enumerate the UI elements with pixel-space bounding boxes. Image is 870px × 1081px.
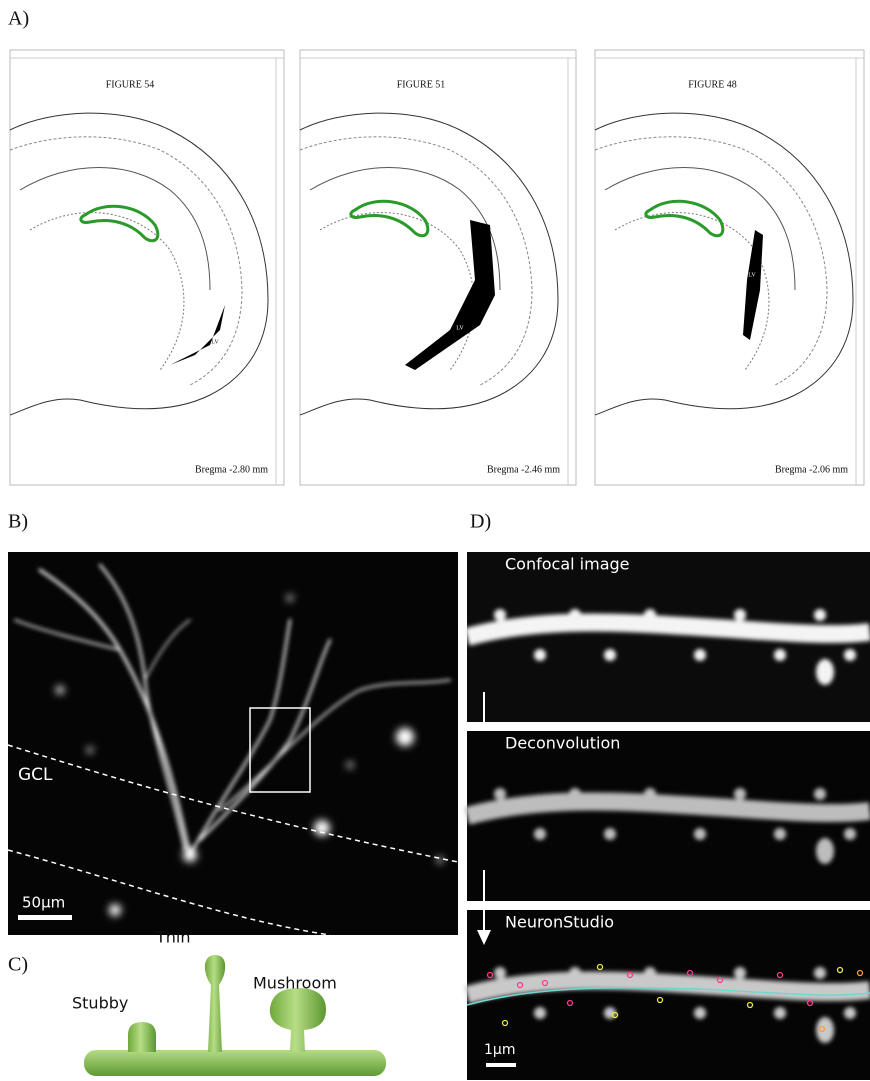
plate-title: FIGURE 48 — [688, 79, 737, 90]
spine-diagram: Stubby Thin Mushroom — [72, 928, 386, 1077]
plate-title: FIGURE 51 — [397, 79, 446, 90]
spine-blob — [534, 828, 546, 840]
spine-blob — [774, 649, 786, 661]
figure-canvas: A) LV FIGURE 54 Bregma -2.80 mm LV FIGURE 51… — [0, 0, 870, 1081]
spine-blob — [844, 828, 856, 840]
panel-label: D) — [470, 511, 491, 533]
mushroom-spine — [270, 988, 326, 1052]
bregma-label: Bregma -2.46 mm — [487, 464, 560, 475]
spine-blob — [844, 1007, 856, 1019]
micrograph-background — [8, 552, 458, 935]
panel-label: B) — [8, 511, 28, 533]
bregma-label: Bregma -2.06 mm — [775, 464, 848, 475]
spine-blob — [814, 967, 826, 979]
atlas-row: LV FIGURE 54 Bregma -2.80 mm LV FIGURE 51 Bre… — [10, 50, 864, 485]
spine-head — [816, 1017, 834, 1043]
thin-spine — [205, 955, 225, 1052]
scale-bar — [486, 1063, 516, 1067]
spine-head — [816, 659, 834, 685]
spine-blob — [644, 967, 656, 979]
bregma-label: Bregma -2.80 mm — [195, 464, 268, 475]
spine-blob — [734, 788, 746, 800]
ventricle-label: LV — [211, 339, 219, 345]
spine-blob — [694, 1007, 706, 1019]
spine-blob — [494, 609, 506, 621]
step-label: Deconvolution — [505, 734, 620, 753]
dendrite-shaft — [84, 1050, 386, 1076]
spine-blob — [569, 967, 581, 979]
region-label: GCL — [18, 765, 53, 785]
plate-frame — [300, 50, 576, 485]
step-label: NeuronStudio — [505, 913, 614, 932]
spine-blob — [814, 609, 826, 621]
figure: A) LV FIGURE 54 Bregma -2.80 mm LV FIGURE 51… — [0, 0, 870, 1081]
micrograph-b: GCL 50µm — [8, 552, 458, 935]
plate-title: FIGURE 54 — [106, 79, 155, 90]
scale-bar — [18, 915, 72, 920]
processing-steps: Confocal image Deconvolution 1µm NeuronStud… — [467, 552, 870, 1080]
spine-blob — [569, 788, 581, 800]
plate-frame — [595, 50, 864, 485]
spine-label: Stubby — [72, 994, 128, 1013]
spine-label: Thin — [155, 928, 191, 947]
spine-blob — [694, 828, 706, 840]
spine-blob — [734, 609, 746, 621]
spine-blob — [814, 788, 826, 800]
spine-blob — [494, 967, 506, 979]
atlas-plate: LV FIGURE 51 Bregma -2.46 mm — [300, 50, 576, 485]
scale-label: 1µm — [484, 1042, 515, 1058]
step-image: 1µm NeuronStudio — [467, 870, 870, 1080]
spine-blob — [844, 649, 856, 661]
ventricle-label: LV — [456, 325, 464, 331]
stubby-spine — [128, 1022, 156, 1052]
panel-label: C) — [8, 954, 28, 976]
spine-blob — [534, 649, 546, 661]
spine-blob — [644, 788, 656, 800]
spine-blob — [569, 609, 581, 621]
atlas-plate: LV FIGURE 54 Bregma -2.80 mm — [10, 50, 284, 485]
spine-blob — [644, 609, 656, 621]
spine-blob — [604, 828, 616, 840]
spine-blob — [494, 788, 506, 800]
spine-head — [816, 838, 834, 864]
spine-blob — [774, 1007, 786, 1019]
plate-frame — [10, 50, 284, 485]
scale-label: 50µm — [22, 894, 65, 912]
ventricle-label: LV — [748, 272, 756, 278]
spine-blob — [604, 649, 616, 661]
atlas-plate: LV FIGURE 48 Bregma -2.06 mm — [595, 50, 864, 485]
spine-blob — [774, 828, 786, 840]
step-label: Confocal image — [505, 555, 630, 574]
spine-blob — [534, 1007, 546, 1019]
spine-blob — [734, 967, 746, 979]
spine-label: Mushroom — [253, 974, 337, 993]
panel-label: A) — [8, 8, 29, 30]
spine-blob — [694, 649, 706, 661]
